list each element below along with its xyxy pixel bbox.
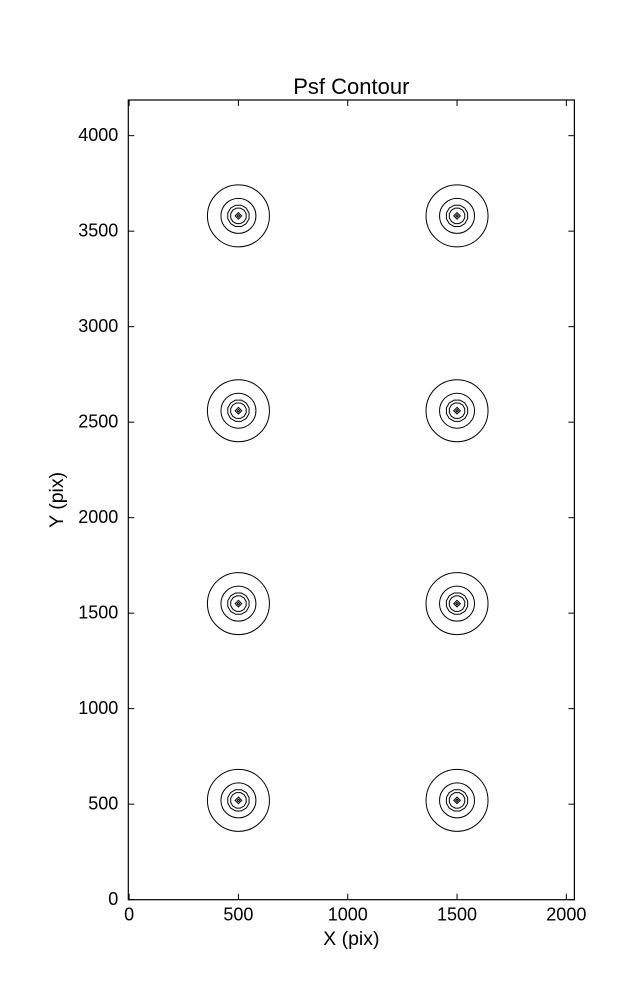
svg-text:3000: 3000 xyxy=(78,316,118,336)
svg-text:500: 500 xyxy=(223,905,253,925)
svg-text:4000: 4000 xyxy=(78,125,118,145)
svg-text:X (pix): X (pix) xyxy=(323,928,379,950)
svg-text:1500: 1500 xyxy=(78,603,118,623)
svg-text:Psf Contour: Psf Contour xyxy=(293,74,409,99)
svg-text:2000: 2000 xyxy=(78,507,118,527)
svg-text:3500: 3500 xyxy=(78,221,118,241)
svg-text:1500: 1500 xyxy=(437,905,477,925)
svg-text:500: 500 xyxy=(88,794,118,814)
svg-text:1000: 1000 xyxy=(78,698,118,718)
svg-text:0: 0 xyxy=(108,889,118,909)
svg-text:0: 0 xyxy=(124,905,134,925)
svg-text:Y (pix): Y (pix) xyxy=(46,472,68,528)
svg-text:2500: 2500 xyxy=(78,412,118,432)
svg-text:1000: 1000 xyxy=(328,905,368,925)
svg-text:2000: 2000 xyxy=(546,905,586,925)
